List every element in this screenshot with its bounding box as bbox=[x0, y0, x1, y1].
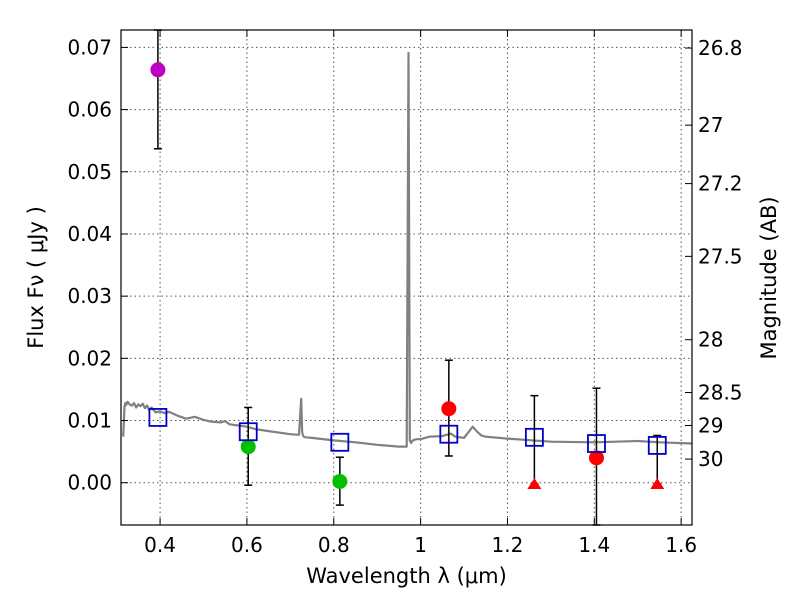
model-bandpass-fluxes-marker bbox=[439, 424, 459, 444]
y-tick-label: 0.01 bbox=[67, 409, 112, 433]
model-bandpass-fluxes-marker bbox=[148, 408, 168, 427]
right-tick-label: 27 bbox=[698, 113, 723, 137]
model-bandpass-fluxes-marker bbox=[238, 422, 258, 442]
x-tick-label: 1.2 bbox=[492, 533, 524, 557]
right-tick-label: 27.2 bbox=[698, 172, 743, 196]
green-points-marker bbox=[332, 473, 348, 489]
right-tick-label: 27.5 bbox=[698, 244, 743, 268]
right-tick-label: 28 bbox=[698, 328, 723, 352]
spectrum-line bbox=[122, 51, 693, 448]
right-axis-label: Magnitude (AB) bbox=[757, 196, 781, 359]
axis-ticks: 0.4 0.6 0.8 1 1.2 1.4 1.6 0.00 0.01 0.02 0.03 0.04 0… bbox=[67, 30, 743, 557]
x-tick-label: 0.8 bbox=[318, 533, 350, 557]
y-axis-label: Flux Fν ( μJy ) bbox=[24, 206, 48, 349]
y-tick-label: 0.00 bbox=[67, 471, 112, 495]
x-tick-label: 0.4 bbox=[144, 533, 176, 557]
model-bandpass-fluxes-marker bbox=[524, 427, 544, 447]
red-upper-limits-marker bbox=[650, 477, 665, 489]
x-axis-label: Wavelength λ (μm) bbox=[306, 564, 507, 588]
right-tick-label: 29 bbox=[698, 414, 723, 438]
red-points-marker bbox=[441, 401, 457, 417]
right-tick-label: 26.8 bbox=[698, 36, 743, 60]
magenta-point-marker bbox=[150, 62, 166, 78]
x-tick-label: 0.6 bbox=[231, 533, 263, 557]
y-tick-label: 0.04 bbox=[67, 222, 112, 246]
green-points-marker bbox=[240, 439, 256, 455]
y-tick-label: 0.03 bbox=[67, 284, 112, 308]
model-bandpass-fluxes-marker bbox=[330, 432, 350, 452]
x-tick-label: 1.4 bbox=[578, 533, 610, 557]
right-tick-label: 28.5 bbox=[698, 381, 743, 405]
model-bandpass-fluxes-marker bbox=[647, 436, 667, 455]
grid-lines bbox=[121, 30, 692, 525]
x-tick-label: 1 bbox=[414, 533, 427, 557]
y-tick-label: 0.06 bbox=[67, 98, 112, 122]
y-tick-label: 0.07 bbox=[67, 35, 112, 59]
markers bbox=[148, 62, 667, 489]
red-upper-limits-marker bbox=[527, 477, 542, 489]
right-tick-label: 30 bbox=[698, 447, 723, 471]
y-tick-label: 0.05 bbox=[67, 160, 112, 184]
x-tick-label: 1.6 bbox=[665, 533, 697, 557]
red-points-marker bbox=[588, 450, 604, 466]
model-bandpass-fluxes-marker bbox=[587, 434, 606, 453]
plot-frame bbox=[120, 29, 693, 526]
y-tick-label: 0.02 bbox=[67, 346, 112, 370]
spectrum-layer bbox=[122, 51, 693, 448]
